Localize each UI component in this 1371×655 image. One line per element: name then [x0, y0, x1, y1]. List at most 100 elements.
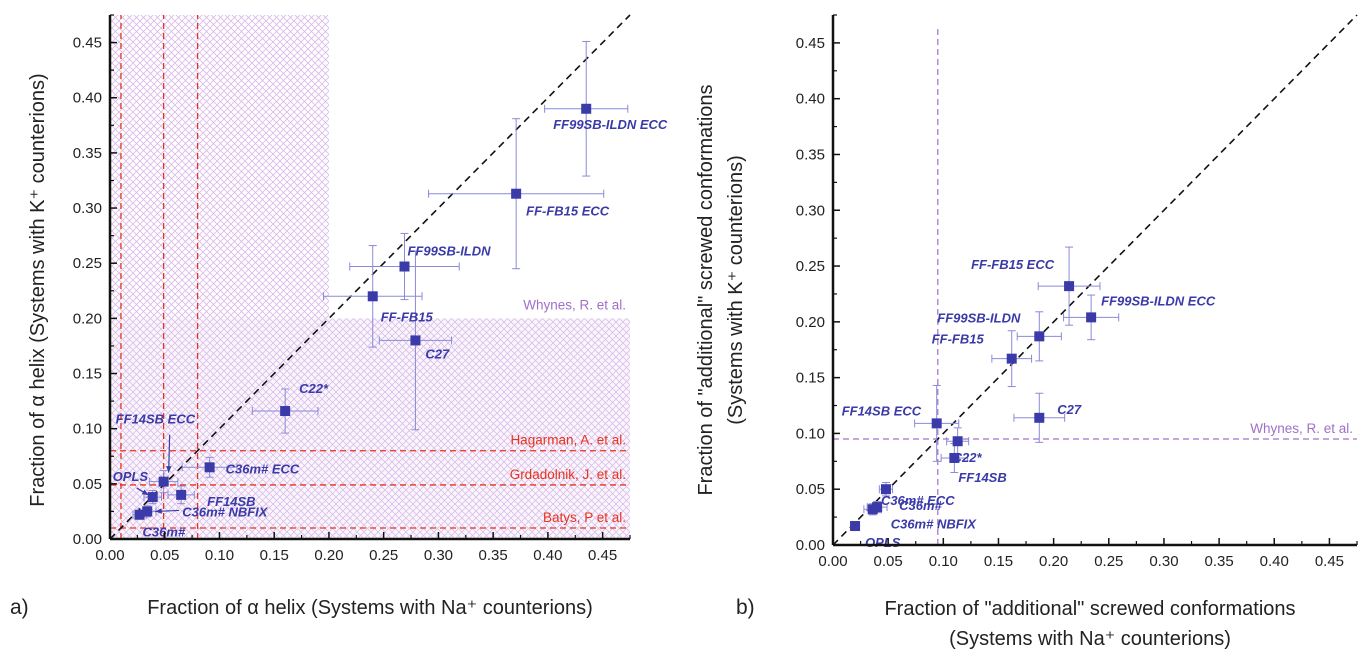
label-ff-fb15-ecc: FF-FB15 ECC — [526, 204, 610, 219]
label-ff-fb15: FF-FB15 — [381, 309, 434, 324]
arrow-c36m-nbfix-head — [155, 508, 162, 514]
axes — [831, 14, 1358, 547]
y-tick-label: 0.20 — [796, 314, 825, 331]
point-opls — [850, 521, 861, 532]
x-axis-label: Fraction of "additional" screwed conform… — [884, 598, 1295, 620]
label-c36m-nbfix: C36m# NBFIX — [182, 504, 269, 519]
y-axis-label: Fraction of "additional" screwed conform… — [695, 84, 717, 495]
point-c36m — [134, 509, 145, 520]
axes — [108, 14, 631, 541]
label-ff14sb-ecc: FF14SB ECC — [116, 412, 196, 427]
x-tick-label: 0.20 — [314, 547, 343, 564]
point-opls — [147, 492, 158, 503]
point-ff14sb — [949, 452, 960, 463]
y-axis-label-2: (Systems with K⁺ counterions) — [725, 155, 747, 425]
y-tick-label: 0.05 — [796, 481, 825, 498]
label-c36m-ecc: C36m# ECC — [881, 493, 955, 508]
whynes-shaded-region: Whynes, R. et al. — [110, 15, 630, 539]
diagonal-line — [109, 14, 631, 540]
panel-label: b) — [736, 596, 755, 619]
label-ff14sb: FF14SB — [207, 494, 255, 509]
label-opls: OPLS — [865, 535, 901, 550]
x-tick-label: 0.45 — [588, 547, 617, 564]
x-tick-label: 0.10 — [929, 553, 958, 570]
x-tick-label: 0.00 — [95, 547, 124, 564]
x-axis-label: Fraction of α helix (Systems with Na⁺ co… — [147, 597, 593, 619]
point-ff99sb-ildn-ecc — [1086, 312, 1097, 323]
panel-a: Whynes, R. et al. Hagarman, A. et al. Grd… — [10, 14, 668, 619]
label-ff99sb-ildn: FF99SB-ILDN — [407, 244, 491, 259]
tick-labels: 0.00 0.05 0.10 0.15 0.20 0.25 0.30 0.35 0.40 0.45… — [73, 35, 617, 564]
point-ff14sb-ecc — [931, 418, 942, 429]
y-tick-label: 0.25 — [73, 255, 102, 272]
hagarman-label: Hagarman, A. et al. — [510, 433, 626, 448]
x-tick-label: 0.35 — [479, 547, 508, 564]
label-ff14sb-ecc: FF14SB ECC — [842, 403, 922, 418]
label-arrows — [136, 434, 180, 514]
label-c22: C22* — [953, 450, 983, 465]
point-c27 — [1034, 412, 1045, 423]
y-axis-label: Fraction of α helix (Systems with K⁺ cou… — [27, 73, 49, 506]
point-ff-fb15-ecc — [511, 188, 522, 199]
y-tick-label: 0.05 — [73, 476, 102, 493]
x-tick-label: 0.00 — [818, 553, 847, 570]
shaded-horizontal-band — [110, 318, 630, 539]
point-labels: FF99SB-ILDN ECC FF-FB15 ECC FF99SB-ILDN FF-… — [113, 117, 668, 540]
whynes-label: Whynes, R. et al. — [523, 297, 626, 312]
arrow-ff14sb-ecc-head — [166, 466, 172, 473]
data-points — [850, 281, 1097, 532]
shaded-vertical-band — [110, 15, 329, 319]
point-labels: FF-FB15 ECC FF99SB-ILDN ECC FF99SB-ILDN FF-… — [842, 257, 1216, 550]
label-ff99sb-ildn-ecc: FF99SB-ILDN ECC — [1101, 293, 1216, 308]
y-tick-label: 0.40 — [73, 90, 102, 107]
x-tick-label: 0.25 — [1094, 553, 1123, 570]
y-tick-label: 0.00 — [796, 537, 825, 554]
x-tick-label: 0.40 — [1260, 553, 1289, 570]
x-tick-label: 0.25 — [369, 547, 398, 564]
point-c36m-ecc — [204, 462, 215, 473]
point-ff99sb-ildn-ecc — [581, 103, 592, 114]
panel-b: Whynes, R. et al. FF-FB15 ECC FF99SB-ILDN… — [695, 14, 1358, 650]
reference-lines: Hagarman, A. et al. Grdadolnik, J. et al.… — [110, 15, 630, 539]
y-tick-label: 0.15 — [796, 370, 825, 387]
point-ff-fb15-ecc — [1064, 281, 1075, 292]
y-tick-label: 0.35 — [73, 145, 102, 162]
diagonal-line — [832, 14, 1358, 546]
panel-label: a) — [10, 596, 29, 619]
y-tick-label: 0.00 — [73, 531, 102, 548]
x-tick-label: 0.35 — [1205, 553, 1234, 570]
label-opls: OPLS — [113, 469, 149, 484]
x-tick-label: 0.30 — [1149, 553, 1178, 570]
point-ff99sb-ildn — [1034, 331, 1045, 342]
label-ff-fb15: FF-FB15 — [932, 332, 985, 347]
reference-lines: Whynes, R. et al. — [833, 25, 1357, 545]
point-c36m-nbfix — [867, 504, 878, 515]
point-c36m-ecc — [880, 484, 891, 495]
y-tick-label: 0.45 — [73, 35, 102, 52]
label-c36m-ecc: C36m# ECC — [226, 461, 300, 476]
y-tick-label: 0.20 — [73, 310, 102, 327]
label-c36m: C36m# — [899, 498, 942, 513]
y-tick-label: 0.45 — [796, 35, 825, 52]
whynes-label: Whynes, R. et al. — [1250, 421, 1353, 436]
x-tick-label: 0.30 — [424, 547, 453, 564]
point-ff14sb — [176, 489, 187, 500]
x-tick-label: 0.15 — [260, 547, 289, 564]
tick-labels: 0.00 0.05 0.10 0.15 0.20 0.25 0.30 0.35 0.40 0.45… — [796, 35, 1344, 570]
x-tick-label: 0.40 — [533, 547, 562, 564]
y-tick-label: 0.25 — [796, 258, 825, 275]
label-ff-fb15-ecc: FF-FB15 ECC — [971, 257, 1055, 272]
point-c22 — [952, 436, 963, 447]
point-ff-fb15 — [367, 291, 378, 302]
data-points — [134, 103, 592, 520]
point-c22 — [280, 406, 291, 417]
grdadolnik-label: Grdadolnik, J. et al. — [510, 467, 626, 482]
point-ff-fb15 — [1006, 353, 1017, 364]
point-ff14sb-ecc — [158, 476, 169, 487]
batys-label: Batys, P et al. — [543, 510, 626, 525]
point-ff99sb-ildn — [399, 261, 410, 272]
x-axis-label-2: (Systems with Na⁺ counterions) — [949, 628, 1231, 650]
label-c27: C27 — [425, 346, 450, 361]
y-tick-label: 0.10 — [796, 425, 825, 442]
